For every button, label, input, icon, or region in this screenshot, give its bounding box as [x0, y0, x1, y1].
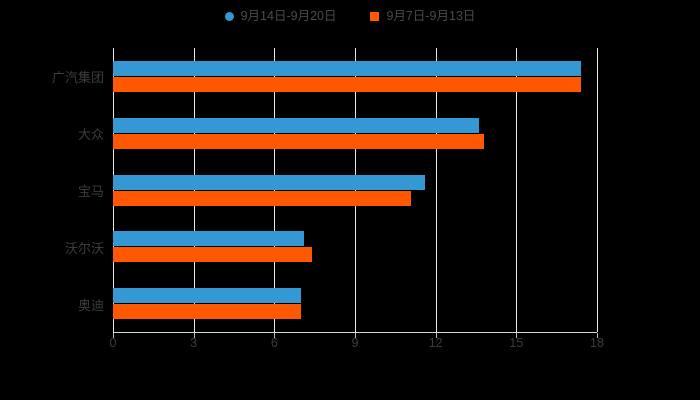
y-axis-category-label: 宝马 — [77, 184, 104, 199]
legend-item-label: 9月7日-9月13日 — [386, 8, 476, 23]
bar-series-2[interactable] — [113, 133, 485, 149]
x-axis-tick-label: 12 — [428, 336, 443, 350]
x-axis-tick-mark — [516, 333, 518, 338]
legend-item-label: 9月14日-9月20日 — [240, 8, 337, 23]
bar-series-2[interactable] — [113, 76, 581, 92]
gridline — [516, 48, 518, 332]
x-axis-tick-mark — [193, 333, 195, 338]
plot-area — [113, 48, 598, 333]
gridline — [597, 48, 598, 332]
gridline — [274, 48, 276, 332]
gridline — [113, 48, 114, 332]
bar-series-1[interactable] — [113, 117, 479, 133]
bar-series-1[interactable] — [113, 174, 425, 190]
bar-series-1[interactable] — [113, 231, 304, 247]
bar-series-1[interactable] — [113, 288, 302, 304]
x-axis-tick-label: 6 — [270, 336, 278, 350]
bar-series-2[interactable] — [113, 247, 312, 263]
y-axis-category-label: 沃尔沃 — [64, 240, 104, 256]
bar-series-2[interactable] — [113, 190, 412, 206]
bar-series-1[interactable] — [113, 60, 581, 76]
y-axis-category-label: 大众 — [77, 127, 104, 143]
x-axis-tick-mark — [274, 333, 276, 338]
legend-square-icon — [370, 11, 380, 21]
x-axis-tick-mark — [113, 333, 114, 338]
gridline — [435, 48, 437, 332]
x-axis-tick-mark — [355, 333, 356, 338]
x-axis-tick-mark — [597, 333, 598, 338]
x-axis-tick-label: 9 — [351, 336, 359, 350]
y-axis-category-label: 奥迪 — [77, 297, 104, 313]
y-axis-category-label: 广汽集团 — [51, 70, 104, 86]
legend-dot-icon — [224, 11, 234, 21]
x-axis-line — [113, 332, 597, 333]
bar-series-2[interactable] — [113, 304, 302, 320]
gridline — [193, 48, 195, 332]
chart-legend: 9月14日-9月20日 9月7日-9月13日 — [0, 4, 700, 28]
x-axis-tick-label: 18 — [590, 336, 604, 350]
x-axis-tick-mark — [435, 333, 437, 338]
legend-item[interactable]: 9月7日-9月13日 — [370, 4, 475, 28]
legend-item[interactable]: 9月14日-9月20日 — [224, 4, 337, 28]
x-axis-tick-label: 15 — [509, 336, 524, 350]
x-axis-tick-label: 3 — [190, 336, 198, 350]
gridline — [355, 48, 356, 332]
x-axis-tick-label: 0 — [109, 336, 117, 350]
